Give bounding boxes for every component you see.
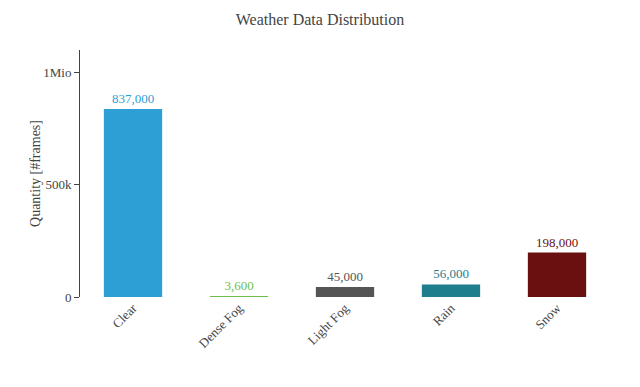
svg-text:1Mio: 1Mio bbox=[43, 65, 71, 80]
svg-text:45,000: 45,000 bbox=[327, 269, 363, 284]
svg-text:Rain: Rain bbox=[430, 300, 458, 328]
svg-text:198,000: 198,000 bbox=[536, 235, 578, 250]
svg-text:500k: 500k bbox=[45, 177, 72, 192]
svg-text:Clear: Clear bbox=[109, 300, 140, 331]
svg-text:837,000: 837,000 bbox=[112, 91, 154, 106]
svg-text:Light Fog: Light Fog bbox=[305, 300, 352, 347]
svg-text:56,000: 56,000 bbox=[433, 266, 469, 281]
svg-text:3,600: 3,600 bbox=[224, 278, 253, 293]
svg-text:Dense Fog: Dense Fog bbox=[196, 300, 247, 351]
svg-text:Quantity [#frames]: Quantity [#frames] bbox=[28, 120, 43, 227]
svg-text:Weather Data Distribution: Weather Data Distribution bbox=[236, 11, 404, 28]
svg-text:Snow: Snow bbox=[532, 300, 564, 332]
svg-text:0: 0 bbox=[65, 290, 72, 305]
